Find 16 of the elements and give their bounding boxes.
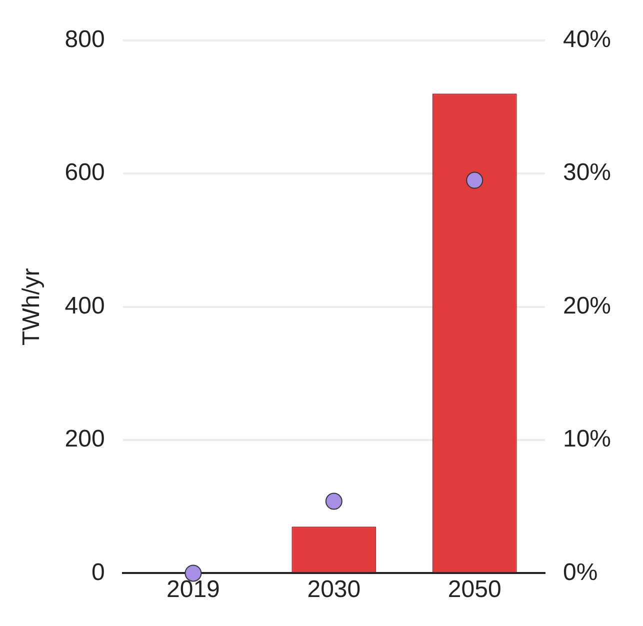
y-axis-title: TWh/yr [18, 268, 46, 346]
x-tick-label: 2050 [448, 576, 502, 604]
y-tick-label: 200 [64, 426, 105, 453]
y2-tick-label: 20% [562, 292, 612, 320]
y2-tick-label: 10% [562, 426, 612, 453]
x-tick-label: 2030 [307, 576, 361, 604]
y-tick-label: 400 [64, 292, 105, 320]
y2-tick-label: 40% [562, 26, 612, 54]
y-tick-label: 800 [64, 26, 105, 54]
point [325, 492, 342, 510]
point [466, 172, 484, 189]
y-tick-label: 0 [91, 558, 105, 586]
y2-tick-label: 30% [562, 159, 612, 186]
x-tick-label: 2019 [166, 576, 220, 604]
y2-tick-label: 0% [562, 558, 598, 586]
y-tick-label: 600 [64, 159, 105, 186]
